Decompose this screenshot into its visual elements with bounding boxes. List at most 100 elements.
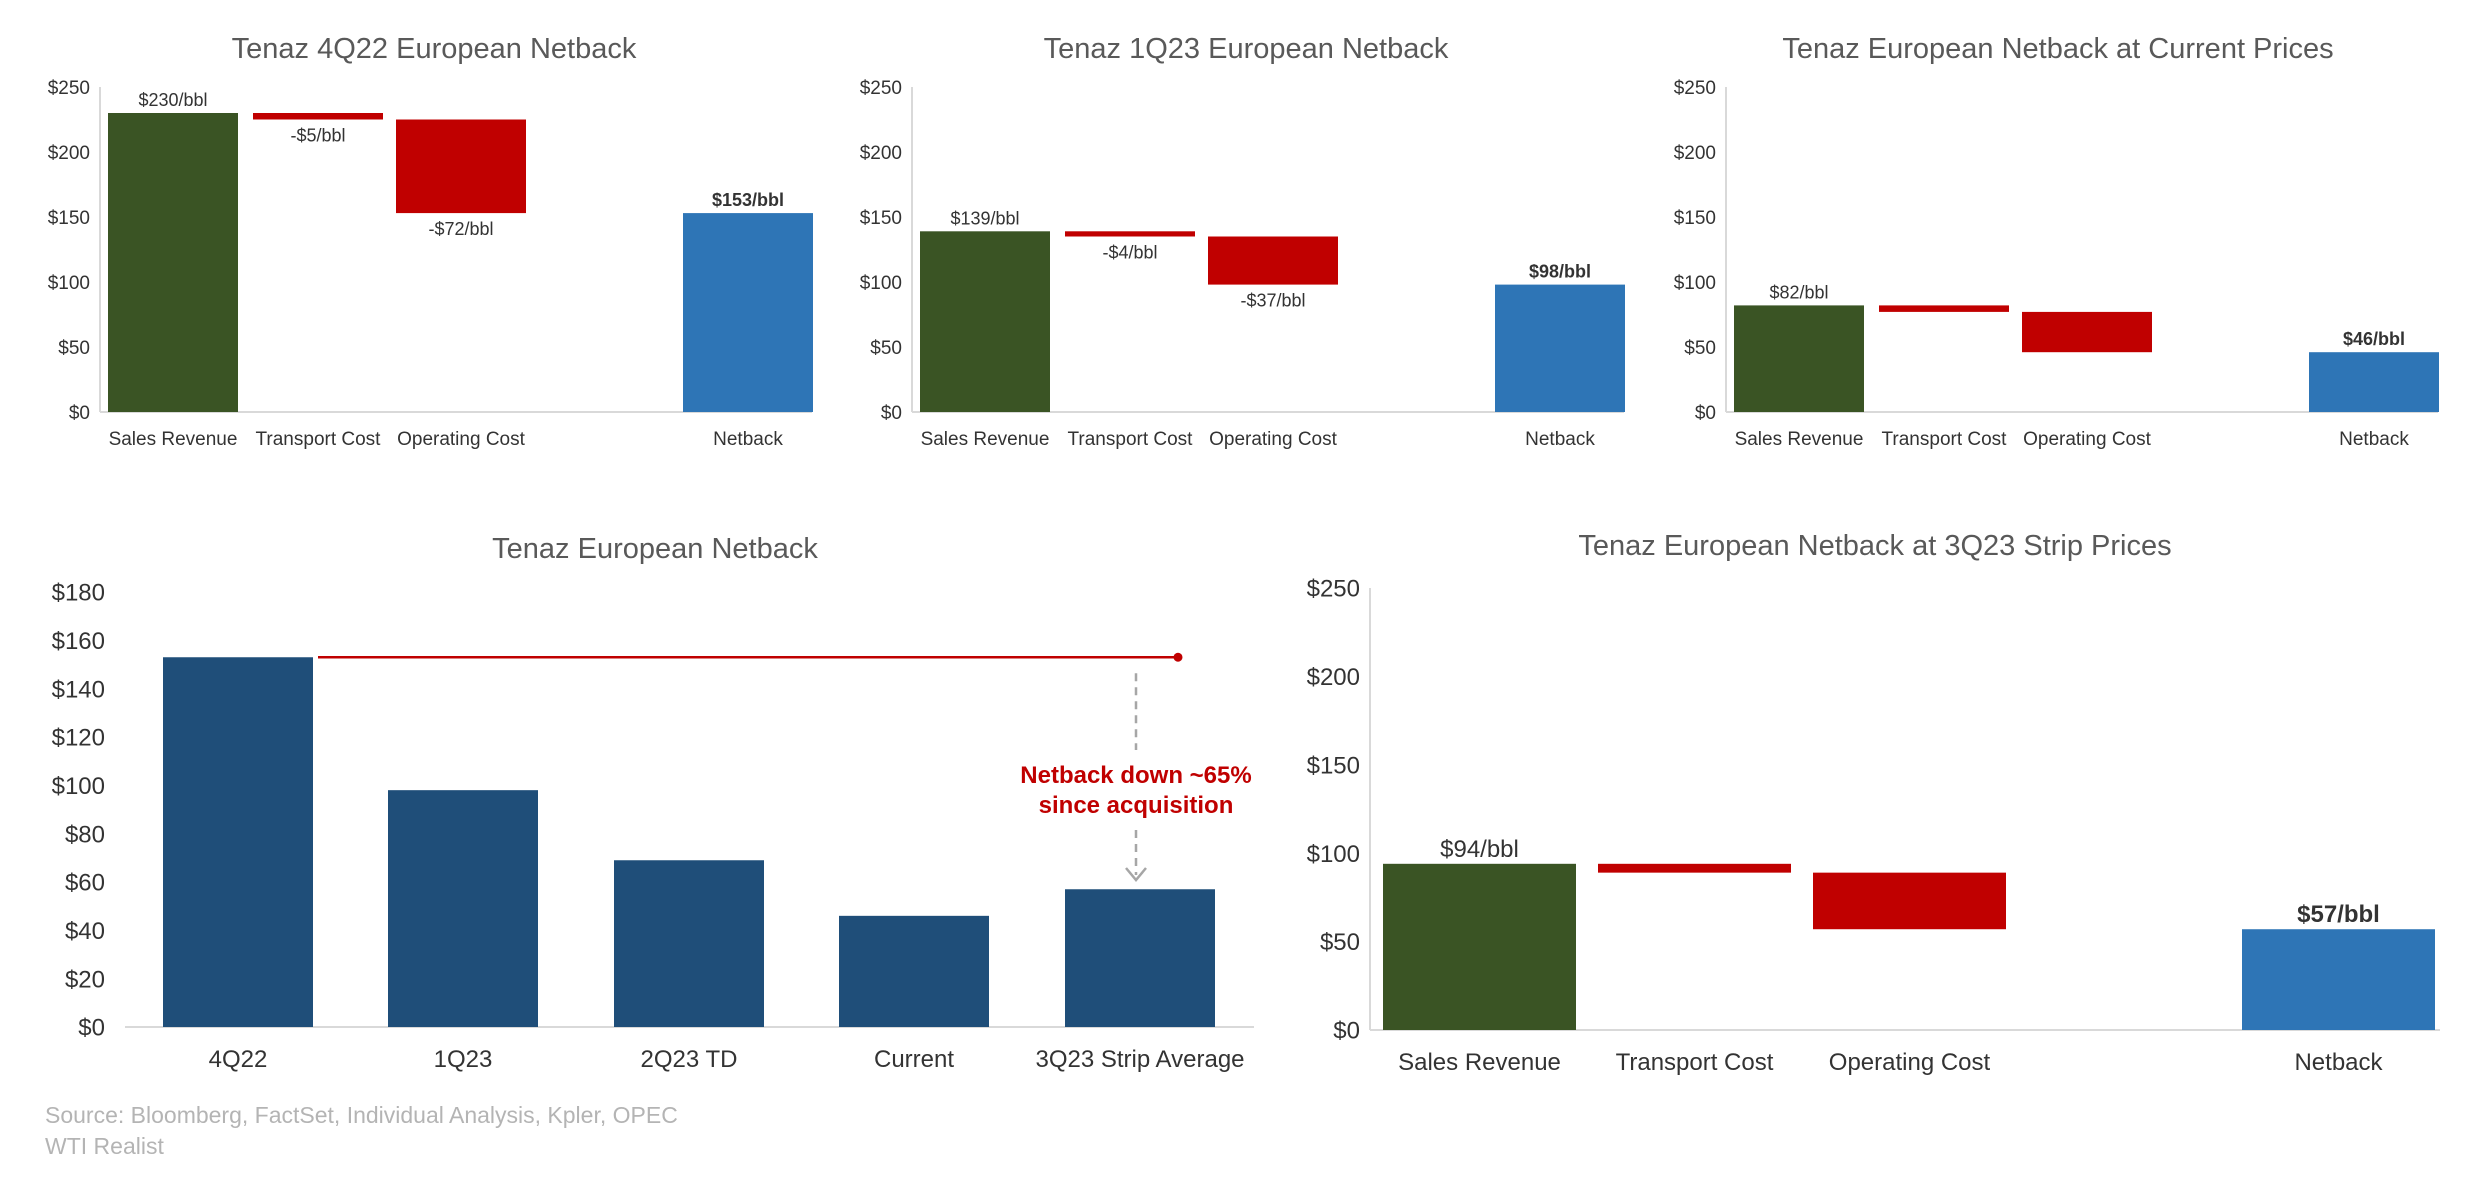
x-tick-label: Transport Cost xyxy=(1616,1049,1774,1076)
bar-sales-revenue xyxy=(1383,863,1576,1030)
chart-title: Tenaz European Netback at Current Prices xyxy=(1782,33,2333,65)
annotation-text: since acquisition xyxy=(1039,792,1234,819)
x-tick-label: Transport Cost xyxy=(1882,429,2008,450)
column-bar xyxy=(839,915,989,1027)
y-tick-label: $180 xyxy=(52,580,105,607)
x-tick-label: Operating Cost xyxy=(2023,429,2152,450)
x-tick-label: Sales Revenue xyxy=(921,429,1050,450)
x-tick-label: Netback xyxy=(713,429,783,450)
y-tick-label: $100 xyxy=(1674,273,1716,294)
x-tick-label: Sales Revenue xyxy=(1398,1049,1561,1076)
bar-transport-cost xyxy=(253,113,383,120)
x-tick-label: 3Q23 Strip Average xyxy=(1035,1046,1244,1073)
bar-netback xyxy=(2242,929,2435,1030)
x-tick-label: Netback xyxy=(2339,429,2409,450)
x-tick-label: Current xyxy=(874,1046,954,1073)
y-tick-label: $0 xyxy=(78,1015,105,1042)
source-line: Source: Bloomberg, FactSet, Individual A… xyxy=(45,1102,678,1128)
data-label: -$72/bbl xyxy=(428,219,493,239)
bar-operating-cost xyxy=(1208,236,1338,285)
x-tick-label: 1Q23 xyxy=(434,1046,493,1073)
column-bar xyxy=(163,657,313,1027)
x-tick-label: Transport Cost xyxy=(256,429,382,450)
y-tick-label: $150 xyxy=(1307,752,1360,779)
chart-title: Tenaz European Netback at 3Q23 Strip Pri… xyxy=(1578,530,2171,562)
x-tick-label: Operating Cost xyxy=(397,429,526,450)
data-label: $94/bbl xyxy=(1440,836,1519,863)
bar-operating-cost xyxy=(396,119,526,214)
y-tick-label: $200 xyxy=(1674,143,1716,164)
data-label: $82/bbl xyxy=(1769,282,1828,302)
source-note: Source: Bloomberg, FactSet, Individual A… xyxy=(45,1100,678,1162)
data-label: $57/bbl xyxy=(2297,901,2380,928)
bar-transport-cost xyxy=(1879,305,2009,312)
y-tick-label: $0 xyxy=(69,403,90,424)
y-tick-label: $200 xyxy=(1307,664,1360,691)
y-tick-label: $120 xyxy=(52,725,105,752)
y-tick-label: $250 xyxy=(48,78,90,99)
y-tick-label: $150 xyxy=(1674,208,1716,229)
bar-operating-cost xyxy=(1813,872,2006,930)
y-tick-label: $150 xyxy=(48,208,90,229)
y-tick-label: $200 xyxy=(48,143,90,164)
x-tick-label: Operating Cost xyxy=(1209,429,1338,450)
arrowhead-icon xyxy=(1125,867,1147,882)
bar-netback xyxy=(2309,352,2439,412)
bar-sales-revenue xyxy=(1734,305,1864,412)
bar-transport-cost xyxy=(1065,231,1195,237)
column-bar xyxy=(1065,889,1215,1027)
data-label: $230/bbl xyxy=(138,90,207,110)
bar-transport-cost xyxy=(1598,863,1791,873)
data-label: -$5/bbl xyxy=(290,126,345,146)
data-label: -$4/bbl xyxy=(1102,243,1157,263)
y-tick-label: $60 xyxy=(65,870,105,897)
y-tick-label: $20 xyxy=(65,966,105,993)
y-tick-label: $200 xyxy=(860,143,902,164)
x-tick-label: Sales Revenue xyxy=(1735,429,1864,450)
y-tick-label: $100 xyxy=(48,273,90,294)
reference-line-dot xyxy=(1173,652,1183,662)
column-bar xyxy=(614,860,764,1027)
column-bar xyxy=(388,790,538,1027)
x-tick-label: 4Q22 xyxy=(209,1046,268,1073)
y-tick-label: $50 xyxy=(1684,338,1716,359)
chart-title: Tenaz 1Q23 European Netback xyxy=(1044,33,1449,65)
x-tick-label: 2Q23 TD xyxy=(641,1046,738,1073)
chart-title: Tenaz 4Q22 European Netback xyxy=(232,33,637,65)
chart-title: Tenaz European Netback xyxy=(492,533,818,565)
y-tick-label: $0 xyxy=(881,403,902,424)
x-tick-label: Sales Revenue xyxy=(109,429,238,450)
y-tick-label: $80 xyxy=(65,821,105,848)
y-tick-label: $100 xyxy=(52,773,105,800)
y-tick-label: $250 xyxy=(1307,576,1360,603)
y-tick-label: $0 xyxy=(1695,403,1716,424)
data-label: $153/bbl xyxy=(712,190,784,210)
data-label: $139/bbl xyxy=(950,208,1019,228)
source-subline: WTI Realist xyxy=(45,1133,164,1159)
y-tick-label: $50 xyxy=(58,338,90,359)
y-tick-label: $50 xyxy=(870,338,902,359)
bar-operating-cost xyxy=(2022,311,2152,353)
y-tick-label: $140 xyxy=(52,676,105,703)
y-tick-label: $100 xyxy=(1307,841,1360,868)
bar-sales-revenue xyxy=(108,113,238,412)
y-tick-label: $100 xyxy=(860,273,902,294)
data-label: -$37/bbl xyxy=(1240,291,1305,311)
bar-netback xyxy=(683,213,813,412)
bar-netback xyxy=(1495,284,1625,412)
x-tick-label: Netback xyxy=(2294,1049,2383,1076)
y-tick-label: $150 xyxy=(860,208,902,229)
y-tick-label: $250 xyxy=(860,78,902,99)
data-label: $46/bbl xyxy=(2343,329,2405,349)
x-tick-label: Netback xyxy=(1525,429,1595,450)
y-tick-label: $40 xyxy=(65,918,105,945)
annotation-text: Netback down ~65% xyxy=(1020,762,1251,789)
data-label: $98/bbl xyxy=(1529,262,1591,282)
x-tick-label: Transport Cost xyxy=(1068,429,1194,450)
y-tick-label: $0 xyxy=(1333,1018,1360,1045)
x-tick-label: Operating Cost xyxy=(1829,1049,1991,1076)
y-tick-label: $160 xyxy=(52,628,105,655)
bar-sales-revenue xyxy=(920,231,1050,412)
y-tick-label: $250 xyxy=(1674,78,1716,99)
